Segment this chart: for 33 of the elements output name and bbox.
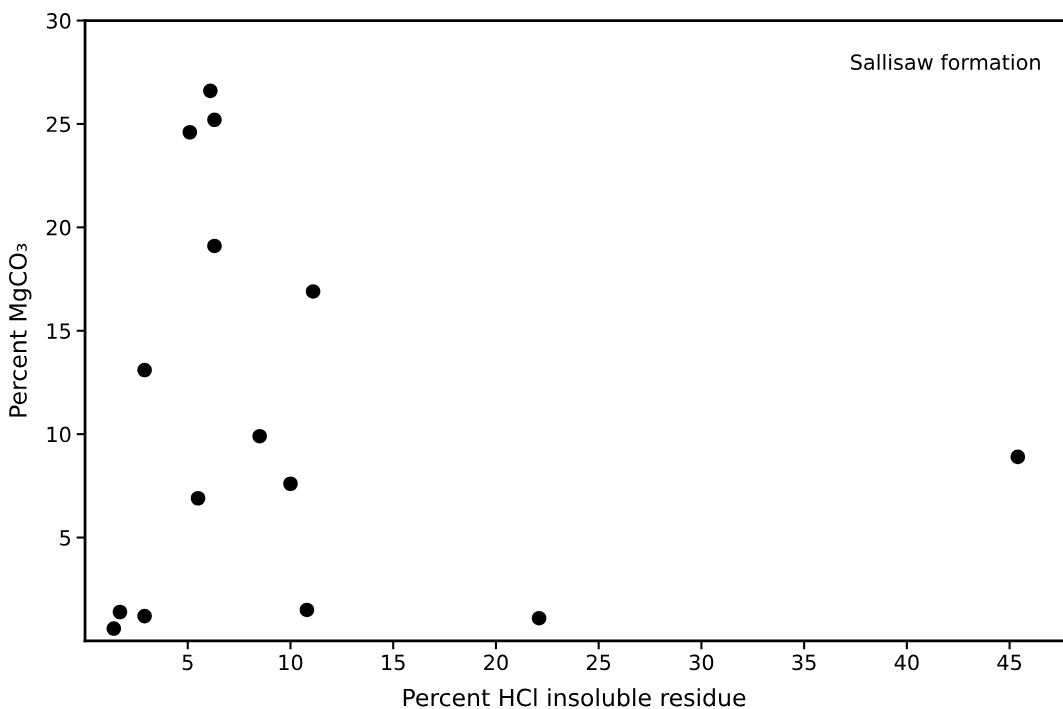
x-tick-label: 40 (894, 654, 919, 671)
y-tick-label: 15 (47, 323, 71, 339)
x-tick-label: 10 (279, 654, 303, 671)
point (112, 604, 128, 620)
x-tick-label: 5 (182, 654, 193, 671)
point (137, 362, 152, 378)
point (283, 476, 298, 492)
x-tick-label: 30 (689, 654, 714, 671)
point (190, 490, 206, 506)
point (305, 284, 321, 299)
point (299, 602, 315, 618)
point (207, 238, 222, 254)
x-tick-label: 25 (586, 654, 611, 671)
point (207, 112, 222, 128)
point (203, 83, 218, 99)
y-tick-label: 20 (46, 219, 71, 236)
point (252, 428, 267, 444)
y-tick-label: 30 (46, 13, 71, 29)
y-axis-title: Percent MgCO₃ (9, 243, 32, 417)
y-tick-label: 5 (60, 530, 71, 546)
y-tick-label: 10 (47, 426, 71, 443)
x-tick-label: 45 (997, 654, 1022, 671)
point (1010, 449, 1026, 465)
x-axis-title: Percent HCl insoluble residue (403, 688, 746, 707)
x-tick-label: 20 (484, 654, 508, 671)
annotation: Sallisaw formation (851, 53, 1040, 71)
point (531, 610, 547, 626)
point (137, 608, 152, 624)
x-tick-label: 15 (382, 654, 405, 671)
point (106, 621, 122, 636)
y-tick-label: 25 (46, 116, 71, 133)
point (182, 124, 198, 140)
x-tick-label: 35 (792, 654, 816, 671)
